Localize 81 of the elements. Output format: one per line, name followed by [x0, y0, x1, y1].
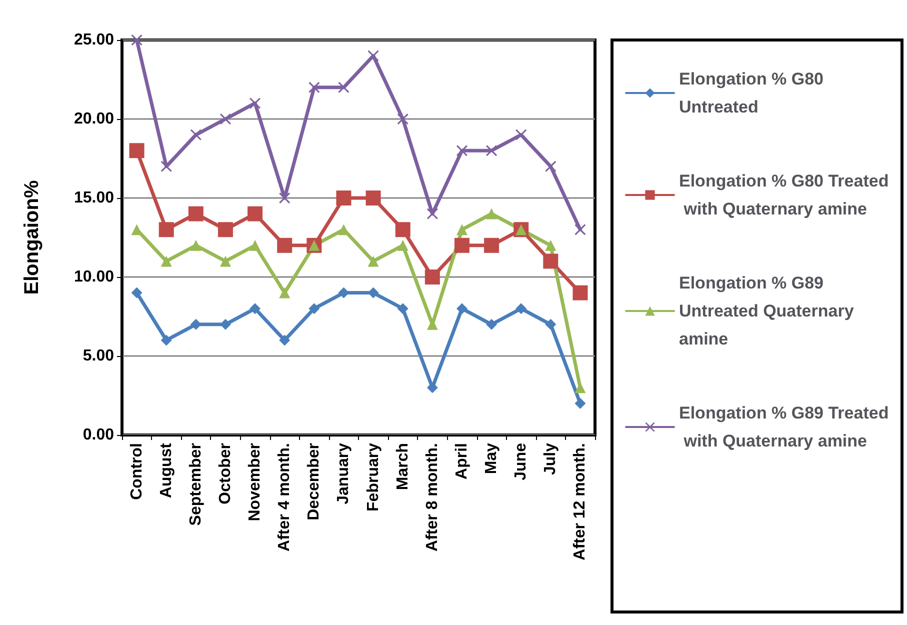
y-tick-label: 0.00 [82, 426, 114, 444]
point [454, 238, 470, 253]
x-tick-label: Control [128, 443, 146, 500]
legend-label: Elongation % G80 Untreated [679, 70, 828, 116]
point [486, 318, 498, 330]
x-tick-label: September [187, 443, 204, 526]
point [160, 334, 172, 346]
x-tick-label: May [483, 442, 500, 474]
point [131, 34, 142, 46]
x-tick-label: November [246, 443, 264, 522]
point [456, 145, 468, 156]
point [279, 192, 290, 204]
legend-label: Elongation % G80 Treated with Quaternary amine [679, 172, 889, 218]
point [308, 82, 320, 93]
point [456, 303, 468, 314]
y-tick-label: 25.00 [74, 32, 114, 48]
point [338, 82, 350, 93]
point [158, 222, 174, 238]
point [572, 285, 588, 300]
point [545, 160, 556, 172]
point [366, 190, 381, 206]
point [129, 143, 144, 158]
y-tick-label: 15.00 [74, 190, 114, 206]
point [424, 270, 440, 284]
point [574, 224, 586, 236]
x-tick-label: February [364, 442, 382, 512]
point [160, 256, 172, 267]
point [190, 318, 202, 330]
point [484, 238, 500, 253]
x-tick-label: March [394, 443, 412, 490]
x-tick-label: January [335, 442, 352, 504]
point [279, 334, 290, 346]
point [456, 224, 468, 236]
point [308, 303, 320, 314]
x-tick-label: After 12 month. [572, 443, 589, 560]
point [277, 238, 292, 253]
y-tick-label: 10.00 [74, 268, 114, 286]
point [426, 208, 438, 220]
point [543, 254, 558, 269]
point [160, 160, 172, 172]
legend-label: Elongation % G89 Treated with Quaternary amine [679, 404, 889, 450]
x-tick-label: June [512, 442, 530, 480]
point [486, 208, 498, 220]
point [279, 287, 290, 298]
point [486, 145, 498, 156]
point [516, 129, 527, 140]
point [190, 129, 202, 140]
point [574, 398, 586, 409]
point [190, 240, 202, 251]
point [397, 303, 408, 314]
point [368, 256, 379, 267]
x-tick-label: July [542, 442, 560, 476]
y-tick-label: 20.00 [74, 110, 114, 128]
point [250, 240, 261, 251]
point [336, 190, 352, 206]
point [545, 318, 556, 330]
x-tick-label: After 8 month. [424, 443, 441, 552]
x-tick-label: August [158, 442, 175, 498]
point [368, 50, 379, 62]
point [250, 98, 261, 109]
point [574, 382, 586, 394]
point [248, 206, 263, 222]
point [395, 222, 410, 238]
legend-label: Elongation % G89 Untreated Quaternary amine [679, 274, 858, 348]
point [545, 240, 556, 251]
point [516, 303, 527, 314]
x-tick-label: April [453, 443, 470, 480]
x-tick-label: December [306, 443, 323, 520]
x-tick-label: October [216, 443, 234, 504]
point [220, 114, 231, 124]
x-tick-label: After 4 month. [276, 443, 294, 552]
point [250, 303, 261, 314]
y-tick-label: 5.00 [82, 348, 114, 364]
point [188, 206, 204, 222]
point [426, 382, 438, 394]
point [131, 287, 142, 298]
point [397, 114, 408, 124]
y-axis-title: Elongaion% [21, 180, 43, 295]
point [218, 222, 233, 238]
point [220, 256, 231, 267]
point [397, 240, 408, 251]
